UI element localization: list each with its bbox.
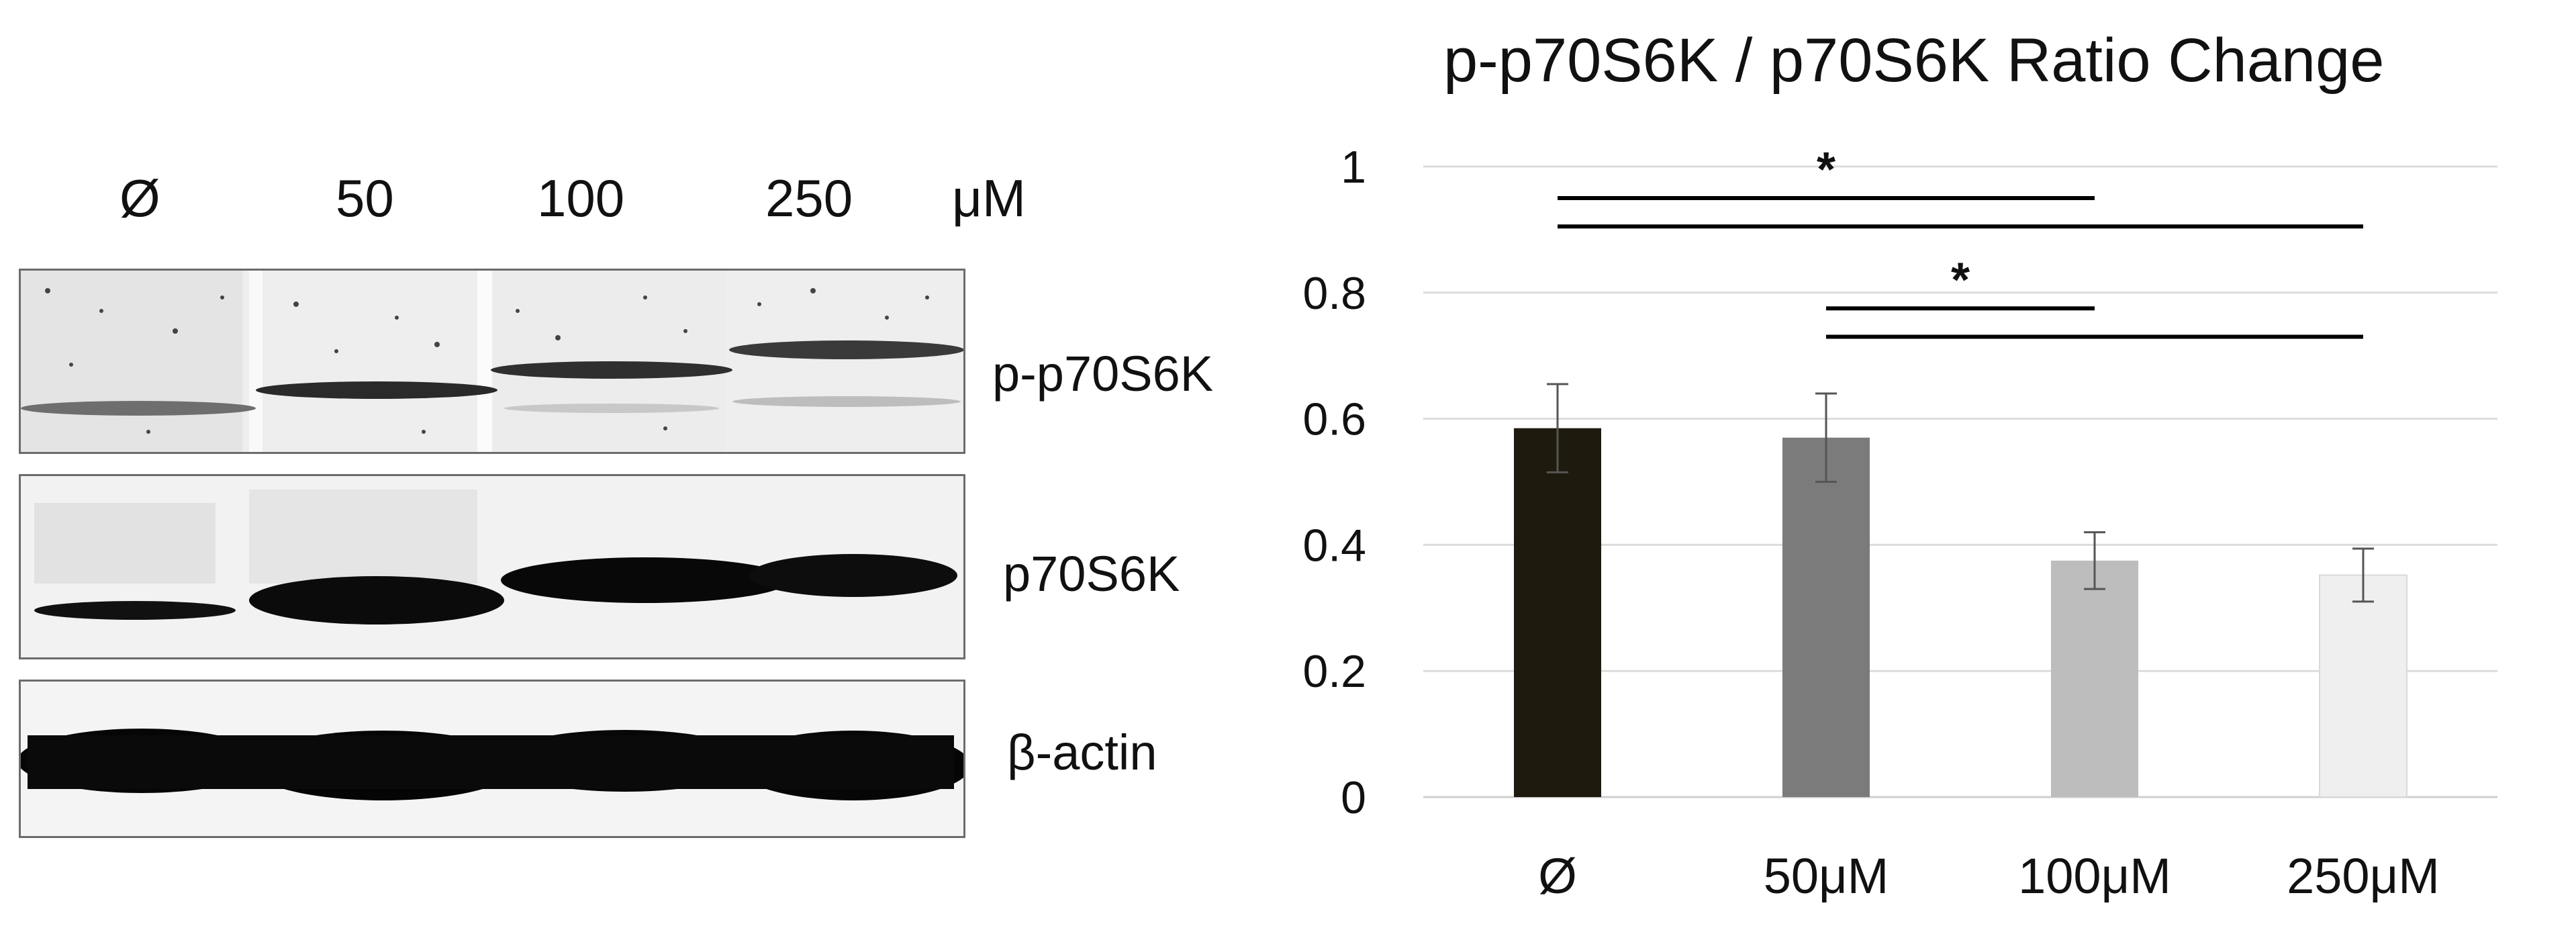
lane-header-100: 100 [537, 169, 625, 228]
error-bar-2 [2084, 531, 2105, 590]
x-category-label-2: 100μM [2018, 848, 2171, 904]
y-tick-label: 0.6 [1302, 394, 1366, 445]
row-label-beta-actin: β-actin [1007, 725, 1157, 780]
y-tick-label: 0.4 [1302, 520, 1366, 571]
x-axis-category-labels: Ø 50μM 100μM 250μM [1538, 848, 2440, 904]
row-label-p70s6k: p70S6K [1003, 546, 1180, 602]
error-bar-3 [2352, 547, 2374, 603]
lane-header-50: 50 [336, 169, 394, 228]
blot-image-p-p70s6k [21, 271, 963, 452]
blot-p-p70s6k [19, 269, 965, 454]
bar-2 [2051, 560, 2138, 797]
blot-image-beta-actin [21, 682, 963, 836]
y-tick-label: 1 [1341, 142, 1366, 193]
chart-title: p-p70S6K / p70S6K Ratio Change [1443, 26, 2385, 95]
lane-header-250: 250 [765, 169, 853, 228]
bar-3 [2319, 574, 2407, 798]
bar-chart: 00.20.40.60.81 ** Ø 50μM 100μM 250μM [1302, 142, 2497, 904]
error-bars [1547, 383, 2374, 603]
row-label-p-p70s6k: p-p70S6K [992, 346, 1214, 402]
x-category-label-0: Ø [1538, 848, 1577, 904]
bar-0 [1514, 428, 1601, 797]
significance-brackets: ** [1558, 143, 2363, 339]
blot-beta-actin [19, 680, 965, 838]
y-tick-label: 0 [1341, 772, 1366, 823]
western-blot-panel: Ø 50 100 250 μM [0, 0, 1276, 926]
bars [1514, 428, 2407, 798]
x-category-label-1: 50μM [1764, 848, 1889, 904]
y-axis-tick-labels: 0 0.2 0.4 0.6 0.8 1 [1302, 142, 1366, 823]
concentration-unit: μM [952, 169, 1026, 228]
bar-1 [1782, 437, 1870, 797]
significance-asterisk-2: * [1951, 253, 1970, 307]
blot-image-p70s6k [21, 476, 963, 657]
y-tick-label: 0.8 [1302, 268, 1366, 319]
blot-p70s6k [19, 474, 965, 659]
y-tick-label: 0.2 [1302, 646, 1366, 697]
error-bar-1 [1815, 392, 1837, 483]
x-category-label-3: 250μM [2287, 848, 2440, 904]
lane-header-control: Ø [120, 169, 160, 228]
significance-asterisk-0: * [1817, 143, 1835, 197]
error-bar-0 [1547, 383, 1568, 473]
gridlines [1423, 165, 2497, 798]
